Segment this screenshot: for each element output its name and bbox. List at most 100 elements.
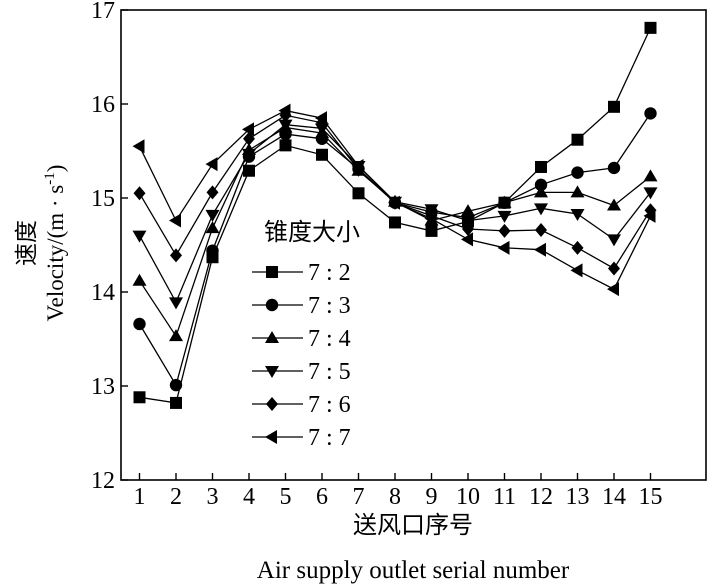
legend-item: 7 : 7 bbox=[252, 425, 351, 451]
x-tick-label: 5 bbox=[280, 484, 292, 510]
data-point bbox=[571, 240, 584, 255]
legend: 锥度大小 7 : 2 7 : 3 7 : 4 7 : 5 7 : 6 7 : 7 bbox=[252, 218, 360, 451]
data-point bbox=[570, 185, 585, 198]
data-point bbox=[498, 223, 511, 238]
legend-marker bbox=[265, 430, 277, 444]
data-point bbox=[278, 119, 293, 132]
data-point bbox=[169, 213, 181, 228]
data-point bbox=[643, 208, 656, 223]
x-tick-label: 1 bbox=[134, 484, 146, 510]
data-point bbox=[279, 139, 292, 152]
data-point bbox=[570, 208, 585, 221]
data-point bbox=[352, 187, 365, 200]
x-tick-label: 15 bbox=[639, 484, 663, 510]
data-point bbox=[608, 100, 620, 113]
legend-item: 7 : 5 bbox=[252, 359, 351, 385]
data-point bbox=[607, 161, 621, 175]
legend-label: 7 : 3 bbox=[308, 293, 351, 319]
x-tick-label: 3 bbox=[207, 484, 219, 510]
x-axis-label-cn: 送风口序号 bbox=[353, 511, 473, 539]
data-point bbox=[389, 216, 401, 229]
data-point bbox=[132, 230, 147, 243]
legend-item: 7 : 2 bbox=[252, 260, 351, 286]
data-point bbox=[644, 107, 657, 120]
data-point bbox=[497, 195, 512, 208]
data-point bbox=[315, 111, 327, 126]
y-axis-label-cn: 速度 bbox=[14, 220, 40, 266]
x-tick-label: 4 bbox=[243, 484, 255, 510]
data-point bbox=[278, 103, 291, 118]
x-tick-label: 8 bbox=[389, 484, 401, 510]
y-tick-label: 16 bbox=[91, 92, 115, 118]
x-axis-label-en: Air supply outlet serial number bbox=[257, 557, 570, 584]
series-6 bbox=[132, 103, 656, 297]
data-point bbox=[242, 148, 256, 161]
data-point bbox=[424, 211, 437, 226]
data-point bbox=[132, 273, 147, 286]
legend-marker bbox=[265, 298, 279, 312]
legend-label: 7 : 5 bbox=[308, 359, 351, 385]
data-point bbox=[461, 204, 475, 217]
data-point bbox=[242, 122, 254, 137]
data-point bbox=[205, 209, 220, 222]
data-point bbox=[461, 232, 473, 247]
x-tick-label: 7 bbox=[353, 484, 365, 510]
data-point bbox=[206, 244, 219, 257]
data-point bbox=[570, 263, 583, 278]
data-point bbox=[534, 242, 546, 257]
y-tick-label: 17 bbox=[91, 0, 115, 24]
x-tick-label: 12 bbox=[529, 484, 553, 510]
data-point bbox=[535, 160, 547, 173]
legend-label: 7 : 6 bbox=[308, 392, 351, 418]
data-point bbox=[169, 378, 183, 392]
data-point bbox=[534, 185, 548, 198]
data-point bbox=[243, 164, 255, 177]
data-point bbox=[535, 222, 547, 237]
data-point bbox=[534, 203, 548, 216]
data-point bbox=[461, 215, 475, 228]
legend-marker bbox=[266, 397, 278, 411]
data-point bbox=[425, 224, 438, 237]
data-point bbox=[170, 396, 182, 409]
legend-marker bbox=[265, 331, 279, 343]
data-point bbox=[497, 210, 512, 223]
data-point bbox=[534, 178, 548, 192]
data-point bbox=[170, 248, 182, 263]
data-point bbox=[571, 133, 584, 146]
data-point bbox=[351, 159, 364, 174]
data-point bbox=[316, 148, 328, 161]
y-tick-label: 12 bbox=[91, 468, 115, 494]
x-tick-label: 2 bbox=[170, 484, 182, 510]
plot-frame bbox=[120, 9, 707, 481]
legend-marker bbox=[265, 366, 279, 378]
data-point bbox=[608, 261, 620, 276]
data-point bbox=[644, 21, 657, 34]
y-axis-label-en: Velocity/(m · s-1) bbox=[42, 165, 68, 322]
data-point bbox=[133, 391, 146, 404]
data-point bbox=[205, 221, 220, 234]
x-tick-label: 9 bbox=[426, 484, 438, 510]
x-tick-label: 13 bbox=[566, 484, 590, 510]
x-tick-label: 10 bbox=[456, 484, 480, 510]
data-point bbox=[206, 185, 219, 200]
data-point bbox=[607, 234, 621, 247]
series-layer bbox=[132, 21, 658, 409]
data-point bbox=[607, 198, 621, 211]
data-point bbox=[133, 186, 146, 201]
data-point bbox=[497, 240, 510, 255]
y-tick-label: 13 bbox=[91, 374, 115, 400]
series-4 bbox=[132, 119, 658, 310]
legend-title: 锥度大小 bbox=[264, 218, 360, 246]
legend-item: 7 : 3 bbox=[252, 293, 351, 319]
data-point bbox=[132, 139, 145, 154]
legend-item: 7 : 6 bbox=[252, 392, 351, 418]
series-3 bbox=[132, 120, 658, 342]
legend-label: 7 : 2 bbox=[308, 260, 351, 286]
legend-item: 7 : 4 bbox=[252, 326, 351, 352]
data-point bbox=[169, 329, 183, 342]
x-tick-label: 6 bbox=[316, 484, 328, 510]
legend-label: 7 : 4 bbox=[308, 326, 351, 352]
data-point bbox=[243, 131, 255, 146]
